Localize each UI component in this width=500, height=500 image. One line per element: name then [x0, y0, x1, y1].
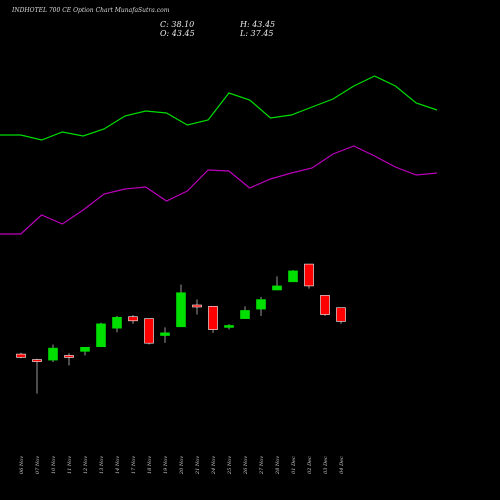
candle-body-6	[112, 316, 122, 329]
x-tick-label: 13 Nov	[99, 456, 105, 474]
x-tick-label: 18 Nov	[147, 456, 153, 474]
high-value: H: 43.45	[240, 20, 276, 29]
x-tick-label: 28 Nov	[275, 456, 281, 475]
candle-body-15	[256, 299, 266, 310]
x-tick-label: 01 Dec	[291, 456, 297, 474]
x-tick-label: 26 Nov	[243, 456, 249, 475]
x-tick-label: 02 Dec	[307, 456, 313, 474]
candle-body-0	[16, 353, 26, 358]
candle-body-16	[272, 285, 282, 291]
candle-body-12	[208, 306, 218, 330]
page-title: INDHOTEL 700 CE Option Chart MunafaSutra…	[12, 7, 170, 14]
x-tick-label: 17 Nov	[131, 456, 137, 474]
candle-body-11	[192, 304, 202, 308]
x-tick-label: 11 Nov	[67, 456, 73, 474]
candle-body-3	[64, 355, 74, 358]
x-tick-label: 04 Dec	[339, 456, 345, 474]
x-tick-label: 19 Nov	[163, 456, 169, 474]
x-tick-label: 25 Nov	[227, 456, 233, 475]
x-tick-label: 07 Nov	[35, 456, 41, 474]
candle-body-20	[336, 307, 346, 322]
x-tick-label: 20 Nov	[179, 456, 185, 475]
candle-body-9	[160, 332, 170, 336]
close-value: C: 38.10	[160, 20, 195, 29]
candle-body-1	[32, 359, 42, 362]
lower-band-line	[0, 145, 438, 235]
x-tick-label: 10 Nov	[51, 456, 57, 474]
candle-body-7	[128, 316, 138, 322]
x-tick-label: 03 Dec	[323, 456, 329, 474]
candle-body-10	[176, 292, 186, 328]
x-tick-label: 21 Nov	[195, 456, 201, 475]
x-tick-label: 14 Nov	[115, 456, 121, 474]
candle-body-13	[224, 325, 234, 328]
x-tick-label: 12 Nov	[83, 456, 89, 474]
candle-body-14	[240, 310, 250, 319]
candle-body-17	[288, 270, 298, 283]
candle-body-2	[48, 347, 58, 361]
candle-body-19	[320, 295, 330, 315]
x-tick-label: 27 Nov	[259, 456, 265, 475]
candle-body-8	[144, 318, 154, 344]
x-tick-label: 06 Nov	[19, 456, 25, 474]
candle-body-4	[80, 346, 90, 352]
candle-body-5	[96, 323, 106, 348]
low-value: L: 37.45	[240, 29, 274, 38]
open-value: O: 43.45	[160, 29, 195, 38]
upper-band-line	[0, 75, 438, 141]
x-tick-label: 24 Nov	[211, 456, 217, 475]
candle-body-18	[304, 263, 314, 287]
